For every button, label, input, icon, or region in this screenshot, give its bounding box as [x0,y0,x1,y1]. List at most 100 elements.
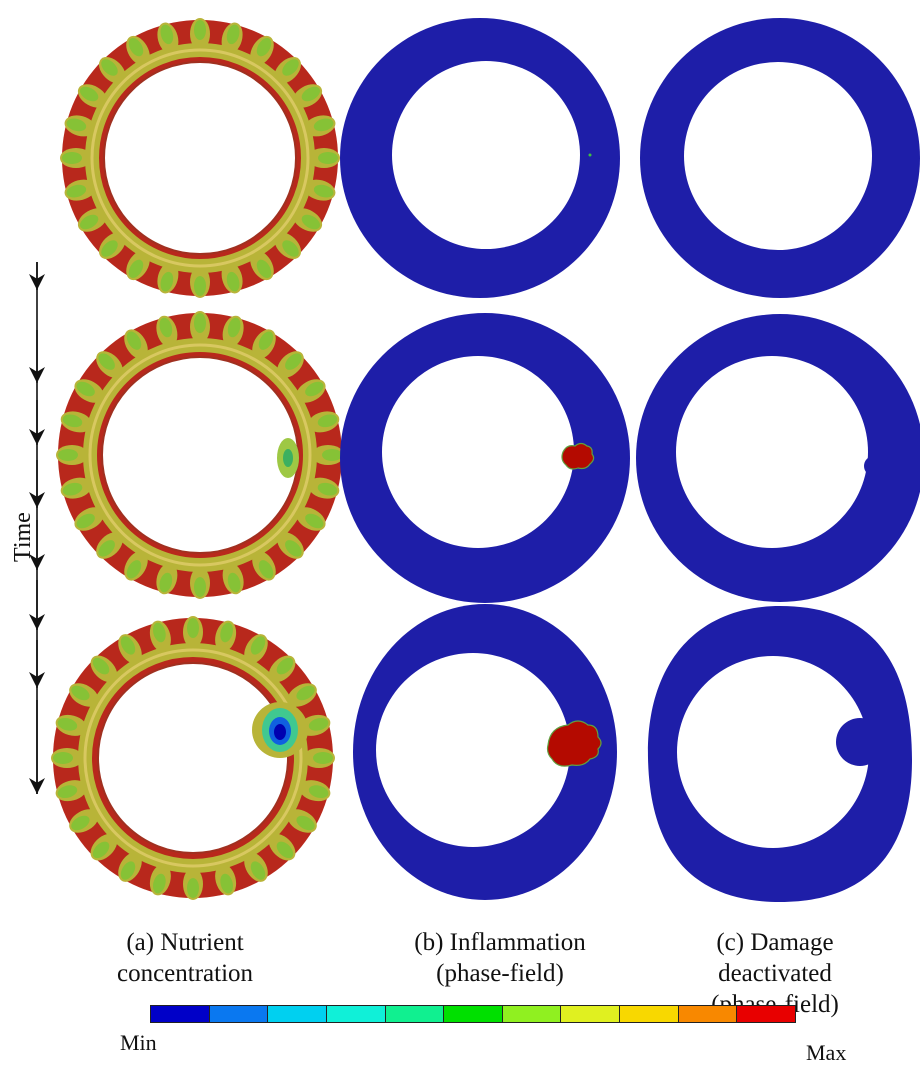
nutrient-lobe-core [226,271,240,292]
nutrient-panel-t2 [56,311,344,599]
nutrient-lobe-core [160,24,174,45]
caption-c-line-2: deactivated [718,960,832,987]
colorbar-segment [209,1006,269,1022]
nutrient-lobe-core [76,381,95,397]
nutrient-panel-t3 [51,616,335,900]
nutrient-lobe-core [58,449,78,461]
nutrient-lobe-core [153,873,166,894]
colorbar-segment [444,1006,503,1022]
nutrient-lobe-core [79,86,99,102]
inflammation-panel-t1 [340,18,620,298]
nutrient-lobe-core [160,271,174,292]
nutrient-lobe-core [66,184,87,198]
colorbar-segment [385,1006,445,1022]
nutrient-lobe-core [305,381,324,397]
nutrient-lobe-core [322,449,342,461]
colorbar-segment [620,1006,679,1022]
caption-c: (c) Damage deactivated (phase-field) [690,927,860,1020]
damage-panel-t3 [647,606,912,902]
nutrient-lobe-core [76,513,95,529]
nutrient-lobe-core [227,572,241,593]
colorbar-segment [268,1006,327,1022]
caption-b-line-1: (b) Inflammation [414,929,586,956]
caption-a-line-1: (a) Nutrient [126,929,244,956]
nutrient-lobe-core [159,572,173,593]
nutrient-lobe-core [256,259,272,279]
colorbar [150,1005,796,1023]
nutrient-lobe-core [285,540,302,557]
nutrient-lobe-core [128,259,144,279]
nutrient-lobe-core [313,752,333,764]
nutrient-lobe-core [71,815,90,831]
nutrient-lobe-core [120,861,136,880]
caption-b: (b) Inflammation (phase-field) [380,927,620,989]
nutrient-lobe-core [296,685,315,701]
nutrient-lobe-core [282,59,299,76]
nutrient-lobe-core [250,861,266,880]
nutrient-lobe-core [101,59,118,76]
nutrient-lobe-core [153,622,166,643]
nutrient-lobe-core [220,622,233,643]
nutrient-lobe-core [227,317,241,338]
colorbar-segment [737,1006,796,1022]
nutrient-lobe-core [187,618,199,638]
colorbar-segment [502,1006,562,1022]
nutrient-lobe-core [66,118,87,132]
time-axis-label: Time [10,512,36,562]
nutrient-lobe-core [276,841,294,859]
nutrient-lobe-core [308,718,329,731]
nutrient-lobe-core [194,20,206,40]
nutrient-lobe-core [101,240,118,257]
nutrient-lobe-core [250,636,266,655]
nutrient-lobe-core [313,118,334,132]
caption-a: (a) Nutrient concentration [60,927,310,989]
nutrient-lobe-core [62,414,83,428]
nutrient-lobe-core [313,184,334,198]
nutrient-lobe-core [71,685,90,701]
nutrient-lobe-core [305,513,324,529]
nutrient-lobe-core [92,657,110,675]
nutrient-lobe-core [194,577,206,597]
nutrient-lobe-core [126,560,142,579]
nutrient-lobe-core [296,815,315,831]
colorbar-segment [151,1006,210,1022]
nutrient-lobe-core [301,86,321,102]
colorbar-max-label: Max [806,1040,847,1065]
nutrient-lobe-core [120,636,136,655]
nutrient-lobe-core [220,873,233,894]
nutrient-lobe-core [317,482,338,496]
caption-a-line-2: concentration [116,960,254,987]
nutrient-lobe-core [187,878,199,898]
caption-c-line-1: (c) Damage [716,929,834,956]
colorbar-segment [326,1006,386,1022]
nutrient-lobe-core [258,560,274,579]
nutrient-lobe-core [258,331,274,350]
damage-panel-t2 [636,314,920,602]
nutrient-lobe-core [301,214,321,230]
nutrient-lobe-core [57,785,78,798]
inflammation-panel-t3 [353,604,617,900]
nutrient-lobe-core [159,317,173,338]
nutrient-lobe-core [276,657,294,675]
nutrient-lobe-core [308,785,329,798]
nutrient-lobe-core [282,240,299,257]
nutrient-lobe-core [92,841,110,859]
colorbar-segment [561,1006,621,1022]
nutrient-lobe-core [126,331,142,350]
colorbar-min-label: Min [120,1030,157,1055]
nutrient-lobe-core [53,752,73,764]
caption-b-line-2: (phase-field) [436,960,564,987]
nutrient-lobe-core [62,482,83,496]
nutrient-lobe-core [285,353,302,370]
inflammation-panel-t2 [340,313,630,603]
nutrient-lobe-core [318,152,338,164]
nutrient-lobe-core [226,24,240,45]
nutrient-lobe-core [256,37,272,57]
nutrient-lobe-core [194,276,206,296]
nutrient-lobe-core [98,540,115,557]
damage-panel-t1 [640,18,920,298]
nutrient-lobe-core [98,353,115,370]
nutrient-lobe-core [317,414,338,428]
nutrient-lobe-core [79,214,99,230]
